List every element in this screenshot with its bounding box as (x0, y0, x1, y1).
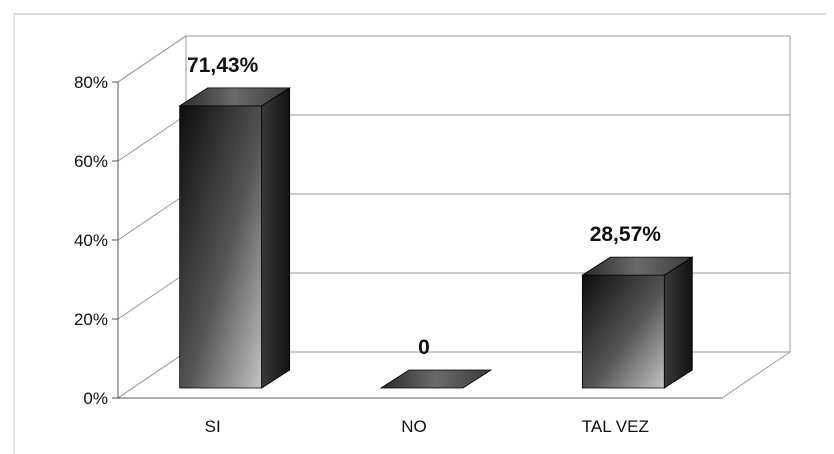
gridline-side (117, 272, 187, 320)
bar-tal-vez (580, 256, 694, 389)
x-tick-label: TAL VEZ (582, 417, 649, 436)
x-tick-label: NO (401, 417, 427, 436)
data-label: 71,43% (187, 54, 259, 77)
y-tick-label: 0% (83, 389, 108, 408)
bar-side-face (261, 87, 291, 389)
bar-side-face (663, 256, 693, 389)
bar-no (379, 369, 493, 389)
x-tick-label: SI (205, 417, 221, 436)
gridline-side (117, 114, 187, 162)
bar-series (178, 87, 694, 389)
bar-top-face (580, 256, 694, 276)
bar-top-face (379, 369, 493, 389)
y-axis: 0% 20% 40% 60% 80% (74, 73, 722, 408)
data-label: 28,57% (590, 223, 662, 246)
bar-top-face (178, 87, 292, 107)
y-tick-label: 40% (74, 231, 108, 250)
labels: 71,43% SI 0 NO 28,57% TAL VEZ (187, 54, 661, 436)
y-tick-label: 80% (74, 73, 108, 92)
y-tick-label: 20% (74, 310, 108, 329)
data-label: 0 (418, 336, 430, 359)
bar-front-face (581, 274, 665, 389)
bar-si (178, 87, 292, 389)
gridline-side (117, 35, 187, 83)
gridline-side (117, 193, 187, 241)
bar-front-face (179, 105, 263, 389)
y-tick-label: 60% (74, 152, 108, 171)
